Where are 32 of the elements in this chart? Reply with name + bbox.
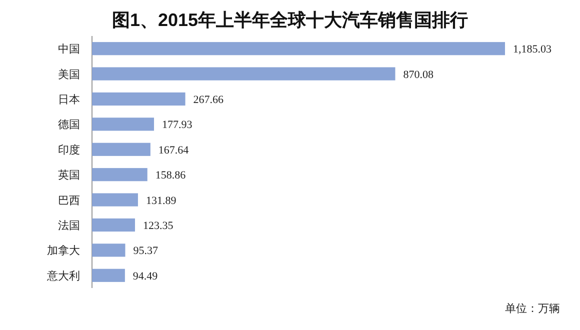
y-tick-label: 巴西 xyxy=(58,194,80,207)
bar xyxy=(92,268,125,282)
y-tick-label: 印度 xyxy=(58,143,80,156)
data-label: 870.08 xyxy=(403,68,434,81)
data-label: 1,185.03 xyxy=(513,44,552,56)
y-tick-label: 美国 xyxy=(58,68,80,81)
y-tick-label: 意大利 xyxy=(46,269,80,282)
bar xyxy=(92,118,154,131)
data-label: 167.64 xyxy=(158,144,190,156)
y-tick-label: 英国 xyxy=(58,168,80,182)
bar xyxy=(92,168,148,182)
bar xyxy=(92,142,150,156)
bar xyxy=(92,92,186,106)
data-label: 267.66 xyxy=(193,94,224,106)
y-tick-label: 日本 xyxy=(58,93,80,106)
bar xyxy=(92,42,505,56)
y-tick-label: 中国 xyxy=(58,42,80,56)
data-label: 123.35 xyxy=(142,220,174,232)
bar xyxy=(92,218,135,232)
data-label: 177.93 xyxy=(162,119,193,132)
data-label: 131.89 xyxy=(146,194,177,207)
text: 单位：万辆 xyxy=(505,302,560,315)
bar xyxy=(92,244,126,257)
bar xyxy=(92,67,396,80)
y-tick-label: 德国 xyxy=(58,119,80,132)
data-label: 158.86 xyxy=(155,170,186,182)
data-label: 95.37 xyxy=(133,245,158,258)
y-tick-label: 法国 xyxy=(58,219,80,232)
chart-title: 图1、2015年上半年全球十大汽车销售国排行 xyxy=(112,10,468,30)
bar xyxy=(92,193,138,206)
data-label: 94.49 xyxy=(132,270,158,282)
y-tick-label: 加拿大 xyxy=(47,244,80,258)
